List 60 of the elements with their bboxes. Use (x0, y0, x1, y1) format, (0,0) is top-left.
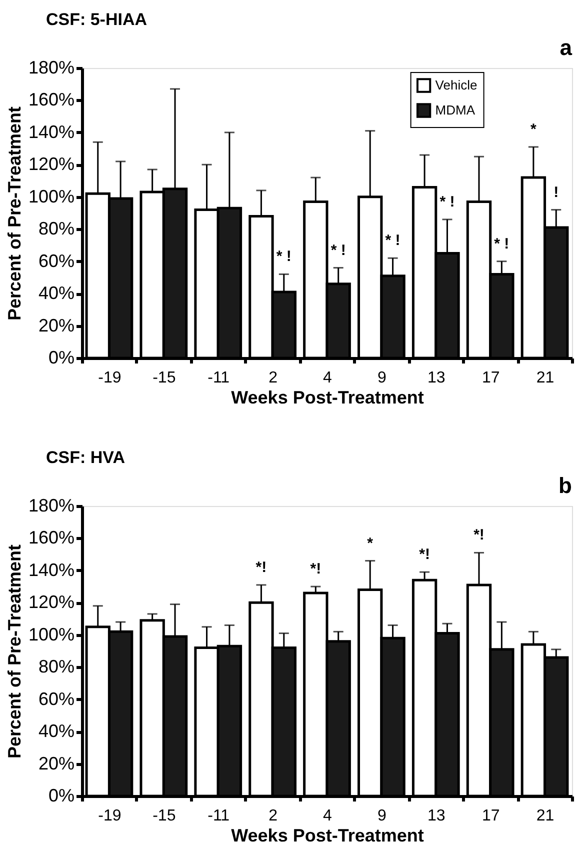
y-tick-label: 100% (28, 624, 74, 644)
y-tick-label: 60% (38, 250, 74, 271)
annotation: * (530, 120, 537, 138)
x-tick-label: 4 (323, 370, 332, 386)
y-tick-label: 180% (28, 58, 74, 78)
annotation: * ! (330, 242, 346, 259)
y-tick-label: 40% (38, 721, 74, 742)
y-tick-label: 80% (38, 656, 74, 677)
annotation: *! (474, 526, 484, 544)
annotation: * ! (440, 193, 455, 210)
annotation: * ! (276, 248, 292, 266)
y-tick-label: 140% (28, 560, 74, 580)
x-tick-label: 17 (482, 808, 500, 824)
legend-label: MDMA (435, 102, 476, 118)
chart-title: CSF: 5-HIAA (46, 10, 148, 29)
y-tick-label: 140% (28, 122, 74, 142)
legend-label: Vehicle (435, 78, 478, 92)
x-tick-label: 21 (536, 808, 554, 824)
y-tick-label: 0% (48, 348, 74, 368)
x-tick-label: 2 (268, 808, 278, 824)
x-tick-label: 21 (536, 370, 554, 386)
annotation: * ! (385, 232, 400, 250)
y-tick-label: 20% (38, 315, 74, 336)
x-tick-label: 9 (377, 808, 386, 824)
x-tick-label: 2 (268, 370, 278, 386)
annotation: *! (310, 560, 322, 578)
x-tick-label: -15 (152, 370, 176, 386)
y-tick-label: 100% (28, 186, 74, 206)
annotation: * (367, 534, 374, 552)
x-tick-label: -11 (208, 808, 230, 824)
x-axis-title: Weeks Post-Treatment (231, 388, 424, 408)
x-tick-label: 4 (323, 808, 332, 824)
annotation: *! (256, 558, 267, 576)
y-axis-title: Percent of Pre-Treatment (4, 544, 24, 759)
annotation: * ! (494, 235, 510, 252)
y-tick-label: 120% (28, 592, 74, 612)
x-tick-label: -11 (208, 370, 230, 386)
y-tick-label: 120% (28, 154, 74, 174)
y-tick-label: 80% (38, 218, 74, 239)
x-axis-title: Weeks Post-Treatment (231, 826, 424, 846)
y-tick-label: 160% (28, 528, 74, 548)
x-tick-label: -19 (98, 808, 122, 824)
y-tick-label: 180% (28, 496, 74, 516)
y-tick-label: 60% (38, 688, 74, 709)
x-tick-label: -19 (98, 370, 122, 386)
annotation: *! (419, 546, 430, 564)
chart-title: CSF: HVA (46, 448, 125, 467)
y-tick-label: 40% (38, 283, 74, 304)
y-tick-label: 20% (38, 753, 74, 774)
text: a (560, 35, 573, 60)
y-axis-title: Percent of Pre-Treatment (4, 106, 24, 321)
x-tick-label: 13 (427, 370, 446, 386)
text: b (558, 473, 572, 498)
x-tick-label: 9 (377, 370, 386, 386)
x-tick-label: -15 (152, 808, 176, 824)
x-tick-label: 17 (482, 370, 500, 386)
y-tick-label: 160% (28, 90, 74, 110)
y-tick-label: 0% (48, 786, 74, 806)
annotation: ! (554, 184, 559, 201)
x-tick-label: 13 (427, 808, 446, 824)
